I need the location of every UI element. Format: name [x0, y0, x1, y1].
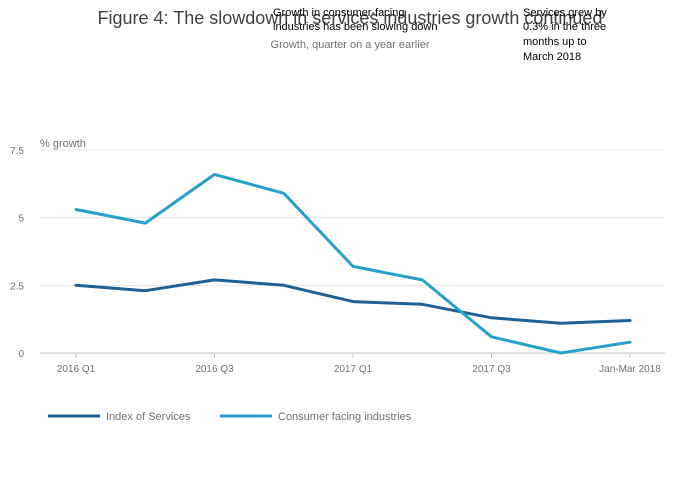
gridlines: [40, 149, 665, 286]
annotation-services-line-2: 0.3% in the three: [523, 21, 606, 33]
x-tick-label: 2016 Q1: [57, 364, 96, 375]
y-axis-label: % growth: [40, 138, 86, 150]
series-lines: [74, 172, 632, 355]
annotation-services-line-3: months up to: [523, 36, 587, 48]
y-tick-label: 7.5: [10, 146, 24, 157]
chart-subtitle: Growth, quarter on a year earlier: [271, 39, 430, 51]
x-tick-label: Jan-Mar 2018: [599, 364, 661, 375]
annotation-consumer-line-2: industries has been slowing down: [273, 21, 438, 33]
legend-item-consumer-facing-industries[interactable]: Consumer facing industries: [220, 411, 412, 423]
chart-title: Figure 4: The slowdown in services indus…: [98, 8, 603, 28]
y-tick-label: 2.5: [10, 281, 24, 292]
x-tick-label: 2016 Q3: [195, 364, 234, 375]
series-line-consumer-facing-industries[interactable]: [74, 172, 632, 355]
annotation-services-line-1: Services grew by: [523, 7, 607, 19]
legend-label-index-of-services: Index of Services: [106, 411, 191, 423]
legend-label-consumer-facing-industries: Consumer facing industries: [278, 411, 412, 423]
annotation-services-line-4: March 2018: [523, 51, 581, 63]
annotation-consumer-line-1: Growth in consumer-facing: [273, 7, 404, 19]
legend: Index of Services Consumer facing indust…: [48, 411, 412, 423]
y-tick-label: 5: [18, 214, 24, 225]
x-tick-labels: 2016 Q1 2016 Q3 2017 Q1 2017 Q3 Jan-Mar 2018: [57, 364, 661, 375]
x-tick-label: 2017 Q3: [472, 364, 511, 375]
legend-item-index-of-services[interactable]: Index of Services: [48, 411, 191, 423]
y-tick-labels: 0 2.5 5 7.5: [10, 146, 24, 360]
axes: [40, 352, 665, 358]
series-line-index-of-services[interactable]: [74, 278, 632, 325]
y-tick-label: 0: [18, 349, 24, 360]
x-tick-label: 2017 Q1: [334, 364, 373, 375]
